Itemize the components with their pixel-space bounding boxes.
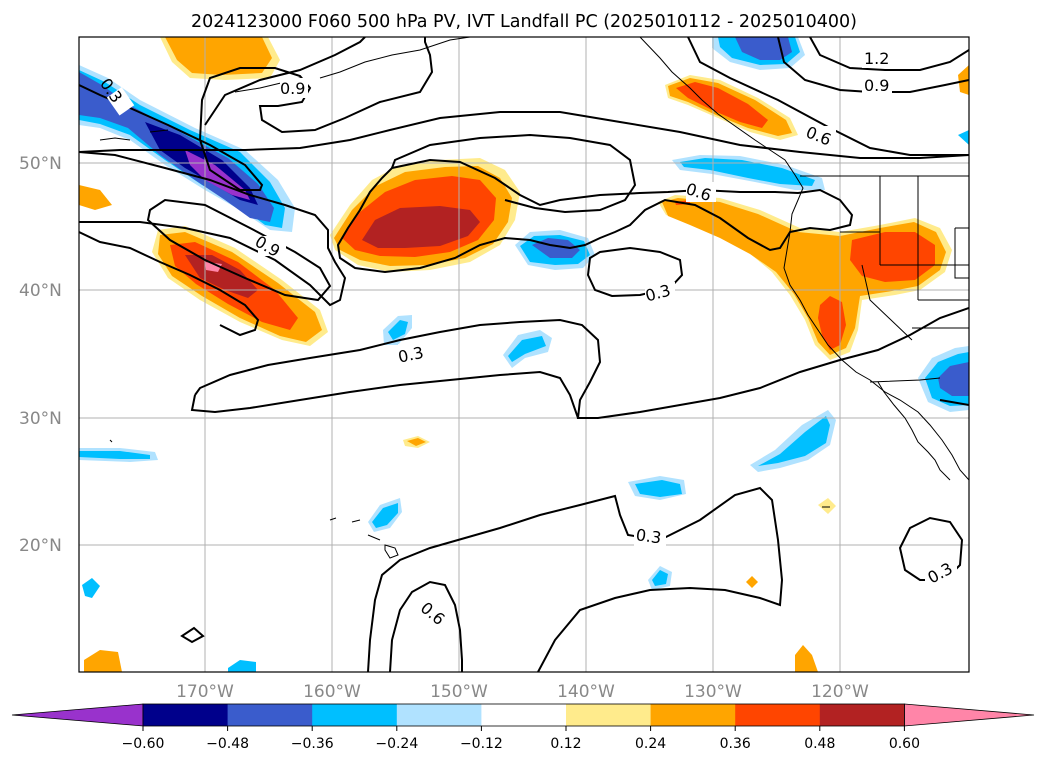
colorbar-segment xyxy=(396,704,482,726)
positive-anomaly-west-peak xyxy=(205,262,222,272)
positive-anomaly-west-edge xyxy=(79,185,112,210)
positive-anomaly-us-west-red-inland xyxy=(850,232,935,282)
latitude-labels: 50°N 40°N 30°N 20°N xyxy=(19,154,62,556)
negative-anomaly-top-east-core xyxy=(735,37,792,60)
contour-labels: 0.3 0.9 0.9 0.3 0.3 0.6 0.6 1.2 0.9 0.3 … xyxy=(96,48,957,629)
contour-0-3-southeast-loop xyxy=(898,516,964,581)
positive-anomaly-small-30n-core xyxy=(407,438,426,446)
colorbar-segment xyxy=(819,704,905,726)
positive-anomaly-bc-red xyxy=(676,82,768,128)
pv-anomaly-fills xyxy=(79,37,969,672)
negative-anomaly-24n-core xyxy=(635,480,682,497)
contour-label-0-9-ne: 0.9 xyxy=(864,76,889,95)
contour-small-diamond xyxy=(180,626,205,644)
contour-0-9-mid-north xyxy=(391,133,637,214)
figure-title: 2024123000 F060 500 hPa PV, IVT Landfall… xyxy=(191,12,857,32)
negative-anomaly-east-25n-core xyxy=(758,416,830,466)
map-content: 0.3 0.9 0.9 0.3 0.3 0.6 0.6 1.2 0.9 0.3 … xyxy=(79,37,969,672)
negative-anomaly-small-west-17n xyxy=(82,578,100,598)
contour-east-edge xyxy=(939,399,969,406)
colorbar-tick-label: −0.60 xyxy=(122,736,165,752)
contour-loop-top xyxy=(204,37,366,126)
contour-label-1-2: 1.2 xyxy=(864,49,889,68)
coast-baja xyxy=(877,381,951,481)
lon-label-140w: 140°W xyxy=(557,682,615,702)
negative-anomaly-coast-50n-core xyxy=(680,158,815,186)
contour-0-9-top-right xyxy=(777,37,969,93)
lat-label-30n: 30°N xyxy=(19,409,62,429)
negative-anomaly-small-1-core xyxy=(388,320,408,340)
colorbar-segment xyxy=(481,704,567,726)
coast-alaska-aleutians xyxy=(99,37,969,481)
positive-anomaly-west-core xyxy=(185,255,258,298)
colorbar-extend-max xyxy=(904,703,1035,727)
lon-label-120w: 120°W xyxy=(811,682,869,702)
colorbar-tick-label: 0.12 xyxy=(550,736,581,752)
contour-0-3-main-lower xyxy=(190,370,579,419)
colorbar-tick-label: 0.36 xyxy=(720,736,751,752)
contour-0-3-south xyxy=(367,486,784,672)
positive-anomaly-bottom-west xyxy=(84,650,122,672)
colorbar-tick-label: 0.60 xyxy=(889,736,920,752)
contour-0-6-north-long xyxy=(79,111,969,159)
positive-anomaly-top-nw-core xyxy=(165,37,272,75)
colorbar-tick-label: −0.24 xyxy=(375,736,418,752)
colorbar: −0.60 −0.48 −0.36 −0.24 −0.12 0.12 0.24 0.36 0.4… xyxy=(11,703,1035,752)
state-borders xyxy=(840,176,969,341)
colorbar-extend-min xyxy=(11,703,144,727)
positive-anomaly-bottom-east xyxy=(795,645,818,672)
lon-label-160w: 160°W xyxy=(303,682,361,702)
negative-anomaly-right-edge xyxy=(958,130,969,145)
lat-label-40n: 40°N xyxy=(19,281,62,301)
contour-0-6-south xyxy=(389,580,463,672)
colorbar-segment xyxy=(566,704,652,726)
positive-anomaly-us-west-red-coast xyxy=(818,296,846,350)
colorbar-tick-label: −0.36 xyxy=(291,736,334,752)
lat-label-20n: 20°N xyxy=(19,536,62,556)
colorbar-tick-label: −0.48 xyxy=(206,736,249,752)
contour-0-9-west-loop xyxy=(146,198,332,302)
positive-anomaly-small-17n xyxy=(746,576,758,588)
negative-anomaly-bottom-left xyxy=(228,660,256,672)
contour-label-0-9-north: 0.9 xyxy=(280,79,305,98)
positive-anomaly-top-right xyxy=(958,65,969,95)
pv-contours xyxy=(79,37,969,672)
contour-0-3-main xyxy=(194,307,969,419)
colorbar-tick-label: 0.48 xyxy=(804,736,835,752)
longitude-labels: 170°W 160°W 150°W 140°W 130°W 120°W xyxy=(176,682,869,702)
map-border xyxy=(78,36,970,673)
negative-anomaly-hawaii-core xyxy=(372,503,398,528)
lat-label-50n: 50°N xyxy=(19,154,62,174)
negative-anomaly-small-17n-core xyxy=(652,570,668,586)
negative-anomaly-west-30n-core xyxy=(79,451,150,459)
coastlines xyxy=(99,37,969,559)
colorbar-segment xyxy=(312,704,398,726)
contour-0-6-west-long xyxy=(79,151,347,307)
positive-anomaly-small-22n xyxy=(818,498,836,514)
small-islands xyxy=(109,439,830,508)
contour-1-2-top-right xyxy=(809,37,969,71)
colorbar-segment xyxy=(735,704,821,726)
colorbar-segment xyxy=(143,704,229,726)
contour-0-9-top-left xyxy=(79,37,434,191)
negative-anomaly-mexico-core xyxy=(938,362,969,396)
border-us-mexico xyxy=(869,377,941,383)
lon-label-170w: 170°W xyxy=(176,682,234,702)
hawaii-islands xyxy=(329,517,399,559)
lon-label-130w: 130°W xyxy=(684,682,742,702)
contour-0-3-west xyxy=(79,231,260,337)
contour-label-0-3-south: 0.3 xyxy=(635,525,663,547)
lon-label-150w: 150°W xyxy=(430,682,488,702)
contour-0-3-central-loop xyxy=(586,246,684,298)
colorbar-segment xyxy=(227,704,313,726)
colorbar-tick-label: 0.24 xyxy=(635,736,666,752)
contour-label-0-3-mid: 0.3 xyxy=(396,343,425,367)
colorbar-segment xyxy=(650,704,736,726)
colorbar-border xyxy=(142,703,905,727)
colorbar-tick-label: −0.12 xyxy=(460,736,503,752)
positive-anomaly-central-core xyxy=(362,206,480,248)
contour-0-6-central-big xyxy=(336,158,854,274)
negative-anomaly-small-2-core xyxy=(508,336,546,362)
